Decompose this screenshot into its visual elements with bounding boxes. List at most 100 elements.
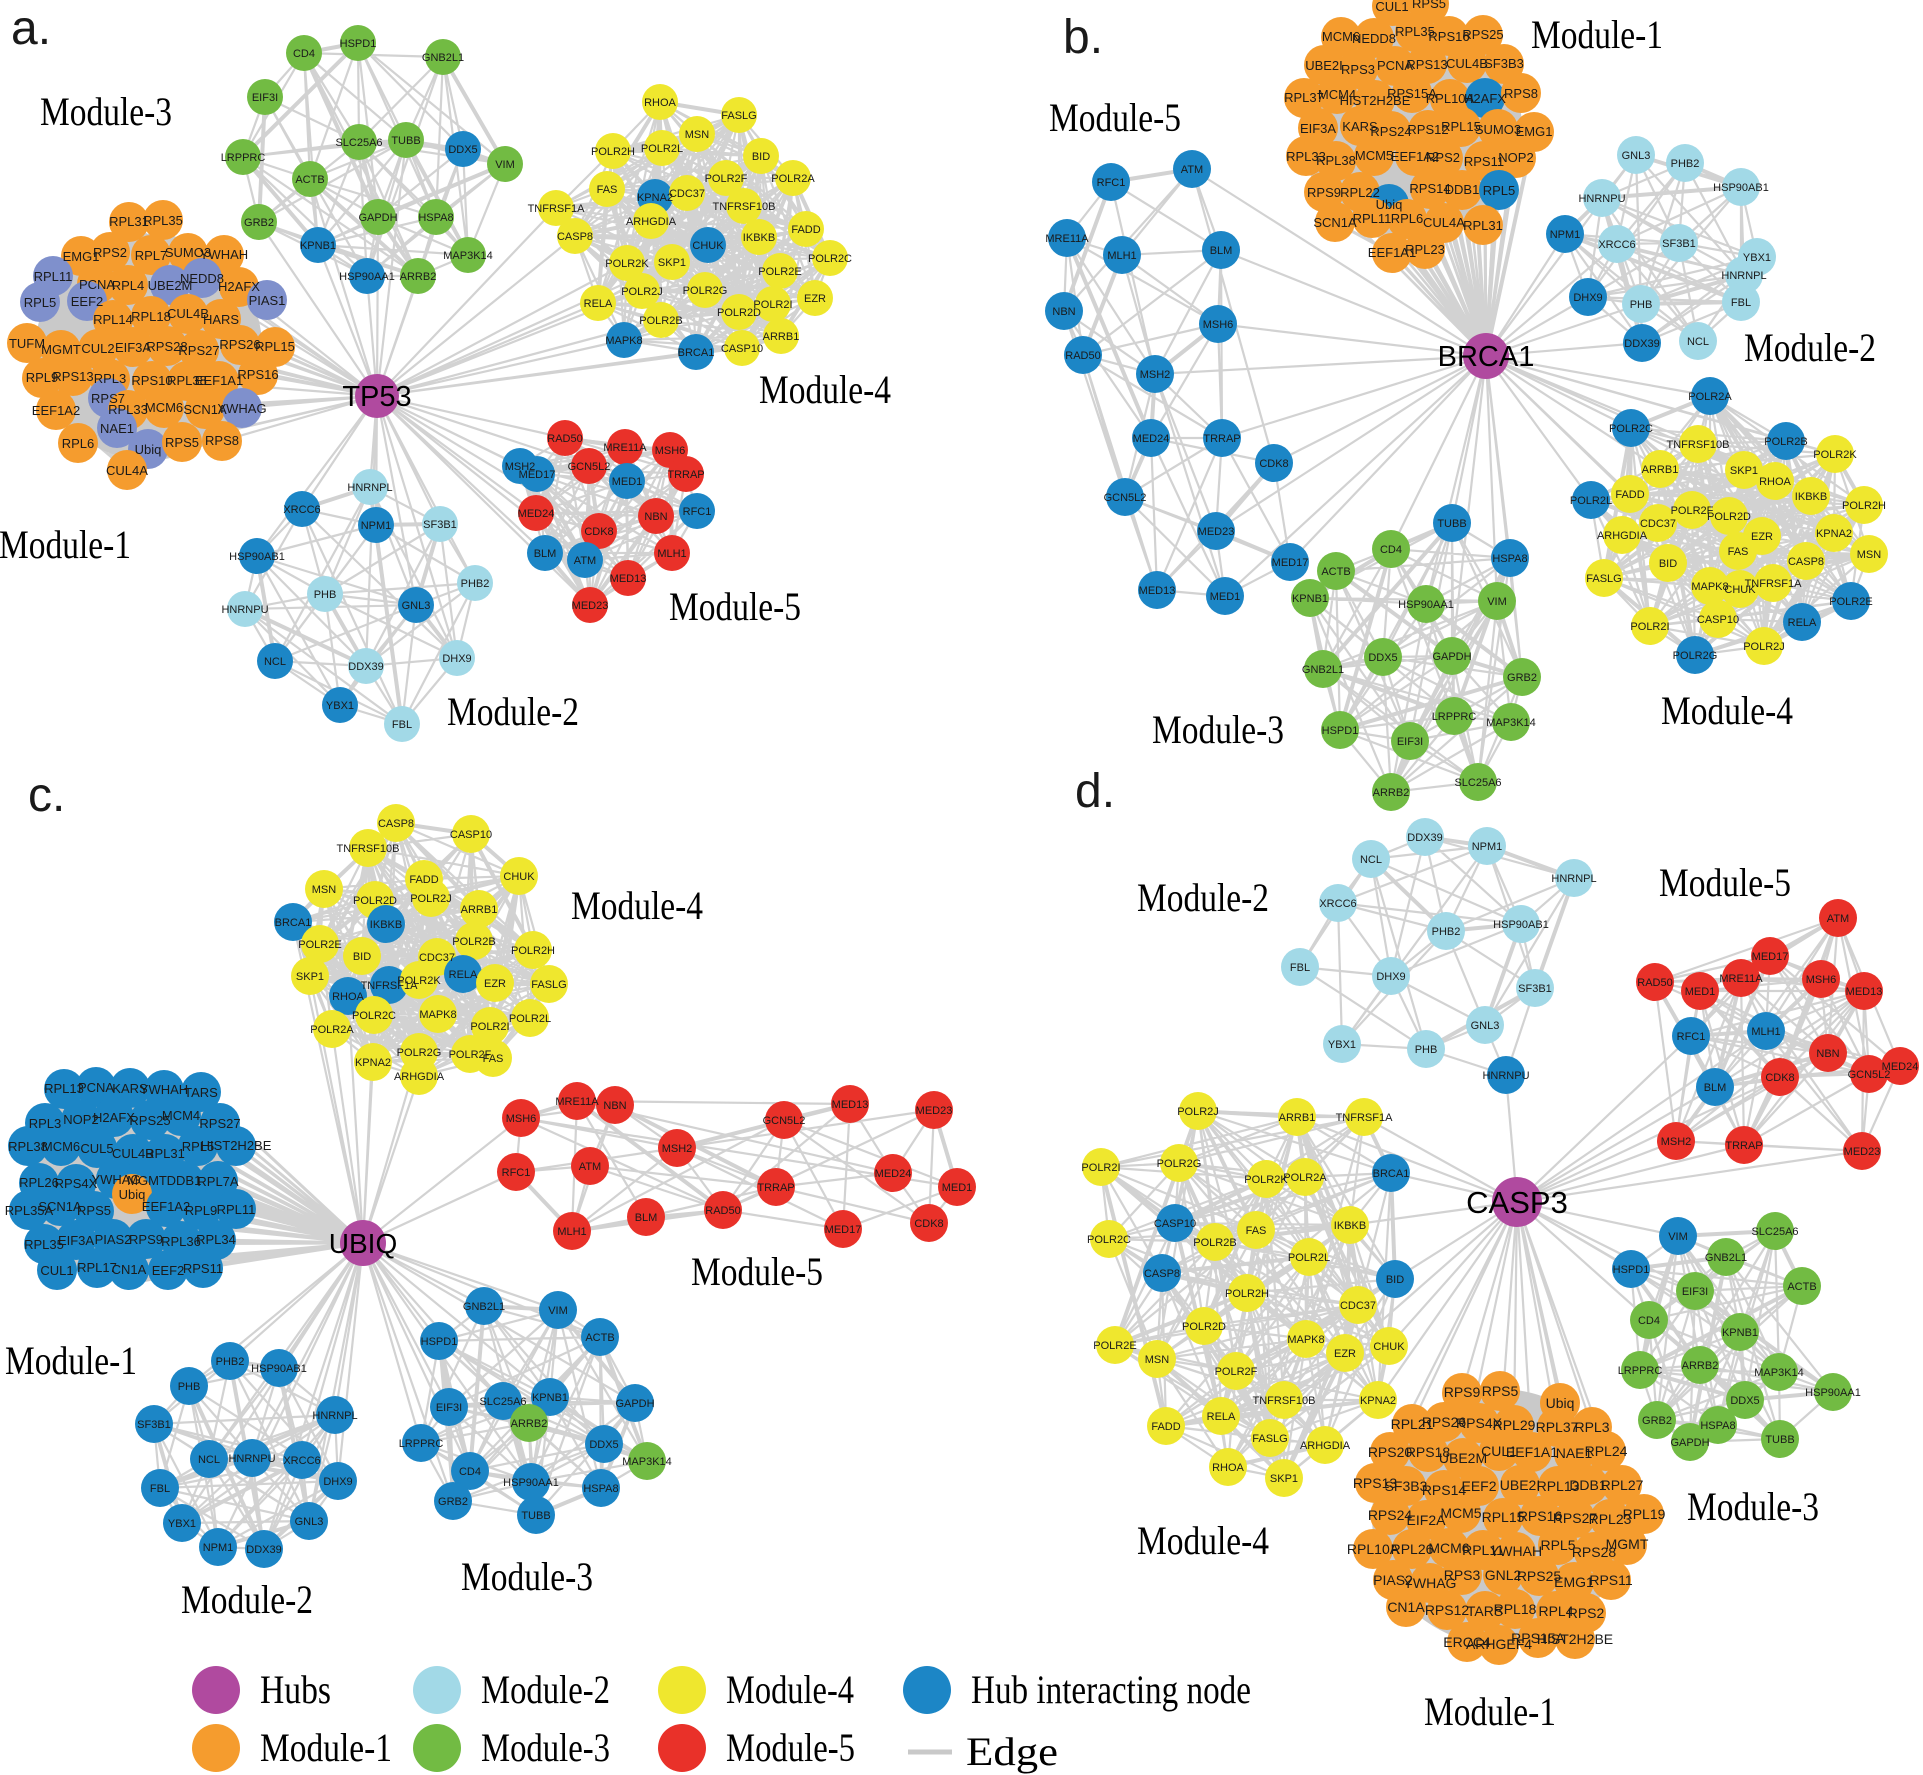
- svg-text:POLR2D: POLR2D: [717, 307, 761, 319]
- svg-text:RPS8: RPS8: [1504, 86, 1538, 101]
- svg-text:PIAS2: PIAS2: [95, 1232, 132, 1247]
- svg-text:BRCA1: BRCA1: [1438, 341, 1535, 373]
- svg-text:MGMT: MGMT: [41, 342, 81, 357]
- svg-text:DDB1: DDB1: [1569, 1477, 1607, 1493]
- svg-text:RPS24: RPS24: [1368, 1507, 1413, 1523]
- svg-text:RPL37: RPL37: [1284, 90, 1324, 105]
- svg-text:POLR2K: POLR2K: [1244, 1174, 1288, 1186]
- svg-text:RPL36: RPL36: [161, 1234, 201, 1249]
- svg-text:POLR2E: POLR2E: [1829, 596, 1872, 608]
- svg-text:DDX39: DDX39: [246, 1544, 281, 1556]
- svg-text:RPL26: RPL26: [1391, 1541, 1434, 1557]
- svg-text:GCN5L2: GCN5L2: [763, 1115, 806, 1127]
- svg-text:RPS18: RPS18: [1406, 1444, 1451, 1460]
- svg-text:ARHGEF4: ARHGEF4: [1466, 1636, 1532, 1652]
- svg-text:FAS: FAS: [483, 1053, 504, 1065]
- svg-text:MAP3K14: MAP3K14: [1754, 1367, 1804, 1379]
- svg-text:XRCC6: XRCC6: [283, 1455, 320, 1467]
- svg-text:POLR2A: POLR2A: [310, 1024, 354, 1036]
- svg-text:RFC1: RFC1: [502, 1167, 531, 1179]
- svg-text:PHB: PHB: [1630, 299, 1653, 311]
- svg-text:RPL13: RPL13: [44, 1081, 84, 1096]
- svg-text:ACTB: ACTB: [585, 1332, 614, 1344]
- svg-text:IKBKB: IKBKB: [1795, 491, 1827, 503]
- svg-text:MAPK8: MAPK8: [1691, 581, 1728, 593]
- svg-text:RPL3: RPL3: [1574, 1419, 1609, 1435]
- svg-text:FADD: FADD: [1151, 1421, 1180, 1433]
- svg-text:YBX1: YBX1: [168, 1518, 196, 1530]
- svg-text:RPS16: RPS16: [1518, 1508, 1563, 1524]
- svg-text:KPNA2: KPNA2: [637, 192, 673, 204]
- svg-text:RPL18: RPL18: [131, 309, 171, 324]
- svg-text:ATM: ATM: [1827, 913, 1849, 925]
- svg-text:MED23: MED23: [916, 1105, 953, 1117]
- svg-text:DHX9: DHX9: [323, 1476, 352, 1488]
- svg-text:NEDD8: NEDD8: [1352, 31, 1396, 46]
- svg-text:MRE11A: MRE11A: [1719, 973, 1763, 985]
- svg-text:TUBB: TUBB: [1765, 1434, 1794, 1446]
- svg-text:KPNB1: KPNB1: [532, 1392, 568, 1404]
- svg-text:RPS13: RPS13: [1353, 1475, 1398, 1491]
- svg-text:RPL15: RPL15: [1482, 1509, 1525, 1525]
- svg-text:TNFRSF1A: TNFRSF1A: [1336, 1112, 1394, 1124]
- svg-text:MSH2: MSH2: [1140, 369, 1171, 381]
- svg-text:NBN: NBN: [1816, 1048, 1839, 1060]
- svg-text:VIM: VIM: [1668, 1231, 1688, 1243]
- svg-text:RPL35: RPL35: [143, 213, 183, 228]
- svg-text:RPL3: RPL3: [29, 1116, 62, 1131]
- svg-text:RPS9: RPS9: [129, 1232, 163, 1247]
- svg-text:VIM: VIM: [1487, 596, 1507, 608]
- svg-text:POLR2L: POLR2L: [641, 143, 683, 155]
- svg-text:KPNA2: KPNA2: [1816, 528, 1852, 540]
- svg-text:ATM: ATM: [579, 1161, 601, 1173]
- svg-text:Module-2: Module-2: [481, 1667, 610, 1712]
- svg-text:RPS14: RPS14: [1409, 181, 1450, 196]
- svg-text:CASP8: CASP8: [1144, 1268, 1180, 1280]
- svg-text:CD4: CD4: [1638, 1315, 1660, 1327]
- svg-text:POLR2E: POLR2E: [1093, 1340, 1136, 1352]
- svg-text:POLR2D: POLR2D: [353, 895, 397, 907]
- svg-text:RHOA: RHOA: [1212, 1462, 1244, 1474]
- svg-text:POLR2C: POLR2C: [1087, 1234, 1131, 1246]
- svg-text:POLR2L: POLR2L: [1570, 495, 1612, 507]
- svg-text:NBN: NBN: [644, 511, 667, 523]
- svg-text:POLR2G: POLR2G: [1157, 1158, 1202, 1170]
- svg-text:c.: c.: [28, 769, 65, 822]
- svg-text:SCN1A: SCN1A: [38, 1199, 82, 1214]
- svg-text:CUL1: CUL1: [40, 1263, 73, 1278]
- svg-text:MCM6: MCM6: [42, 1139, 80, 1154]
- svg-text:DHX9: DHX9: [1573, 292, 1602, 304]
- svg-text:NBN: NBN: [603, 1100, 626, 1112]
- svg-text:RPS9: RPS9: [1444, 1384, 1481, 1400]
- svg-text:POLR2L: POLR2L: [1288, 1252, 1330, 1264]
- svg-text:MED23: MED23: [1198, 526, 1235, 538]
- svg-text:GNL3: GNL3: [1622, 150, 1651, 162]
- svg-text:RPS8: RPS8: [205, 433, 239, 448]
- svg-text:BLM: BLM: [635, 1212, 658, 1224]
- svg-text:MLH1: MLH1: [1107, 250, 1136, 262]
- svg-text:b.: b.: [1063, 11, 1103, 64]
- svg-text:HSP90AB1: HSP90AB1: [1713, 182, 1769, 194]
- svg-text:MSH6: MSH6: [506, 1113, 537, 1125]
- svg-text:CDC37: CDC37: [669, 188, 705, 200]
- svg-text:SCN1A: SCN1A: [183, 402, 227, 417]
- svg-text:MCM5: MCM5: [1440, 1505, 1481, 1521]
- svg-text:MRE11A: MRE11A: [1045, 233, 1089, 245]
- svg-text:ATM: ATM: [574, 555, 596, 567]
- svg-text:EZR: EZR: [1751, 531, 1773, 543]
- svg-text:RPS5: RPS5: [1482, 1383, 1519, 1399]
- svg-text:LRPPRC: LRPPRC: [1618, 1365, 1663, 1377]
- svg-text:YWHAG: YWHAG: [1404, 1575, 1457, 1591]
- svg-text:Module-1: Module-1: [0, 522, 131, 567]
- svg-text:BID: BID: [353, 951, 371, 963]
- svg-text:MED1: MED1: [1210, 591, 1241, 603]
- svg-text:H2AFX: H2AFX: [93, 1110, 135, 1125]
- svg-text:Module-2: Module-2: [181, 1577, 313, 1622]
- svg-text:NAE1: NAE1: [100, 421, 134, 436]
- svg-text:Module-3: Module-3: [481, 1725, 610, 1770]
- svg-text:RPL3: RPL3: [94, 371, 127, 386]
- svg-text:POLR2C: POLR2C: [352, 1010, 396, 1022]
- svg-text:RPS10: RPS10: [131, 373, 172, 388]
- svg-text:RPS4X: RPS4X: [1456, 1415, 1503, 1431]
- svg-text:POLR2B: POLR2B: [1193, 1237, 1236, 1249]
